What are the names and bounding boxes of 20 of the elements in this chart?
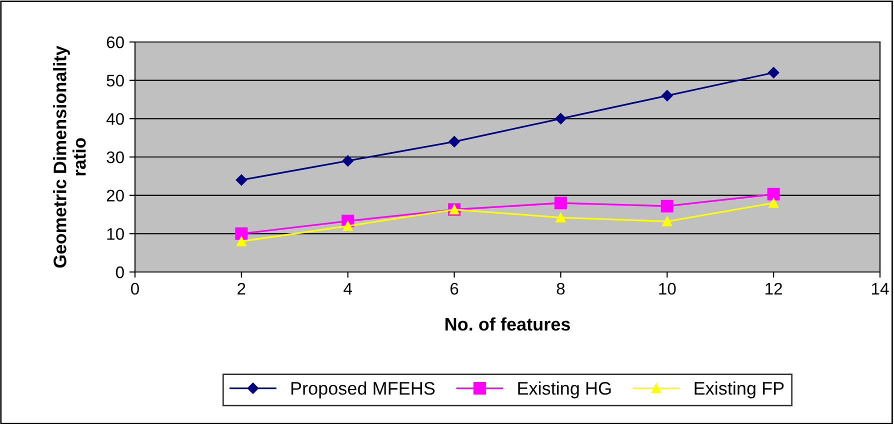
x-tick-label: 0 — [131, 282, 139, 295]
y-tick-label: 10 — [107, 228, 124, 240]
y-tick-label: 50 — [106, 74, 124, 87]
x-tick-label: 8 — [556, 282, 565, 295]
x-tick-label: 6 — [450, 282, 458, 295]
legend-label: Existing HG — [518, 382, 611, 398]
x-tick-label: 2 — [238, 282, 246, 294]
x-tick-label: 12 — [766, 282, 782, 294]
x-tick-label: 4 — [344, 283, 352, 294]
y-tick-label: 20 — [106, 190, 124, 202]
legend-label: Proposed MFEHS — [291, 382, 435, 398]
x-tick-label: 14 — [872, 283, 889, 294]
y-tick-label: 0 — [116, 266, 124, 278]
x-axis-title: No. of features — [446, 317, 570, 331]
y-tick-label: 30 — [106, 151, 124, 164]
legend-label: Existing FP — [694, 382, 784, 398]
y-axis-title: Geometric Dimensionality ratio — [53, 46, 86, 268]
y-tick-label: 40 — [106, 113, 124, 125]
x-tick-label: 10 — [659, 282, 676, 295]
y-tick-label: 60 — [106, 36, 124, 48]
